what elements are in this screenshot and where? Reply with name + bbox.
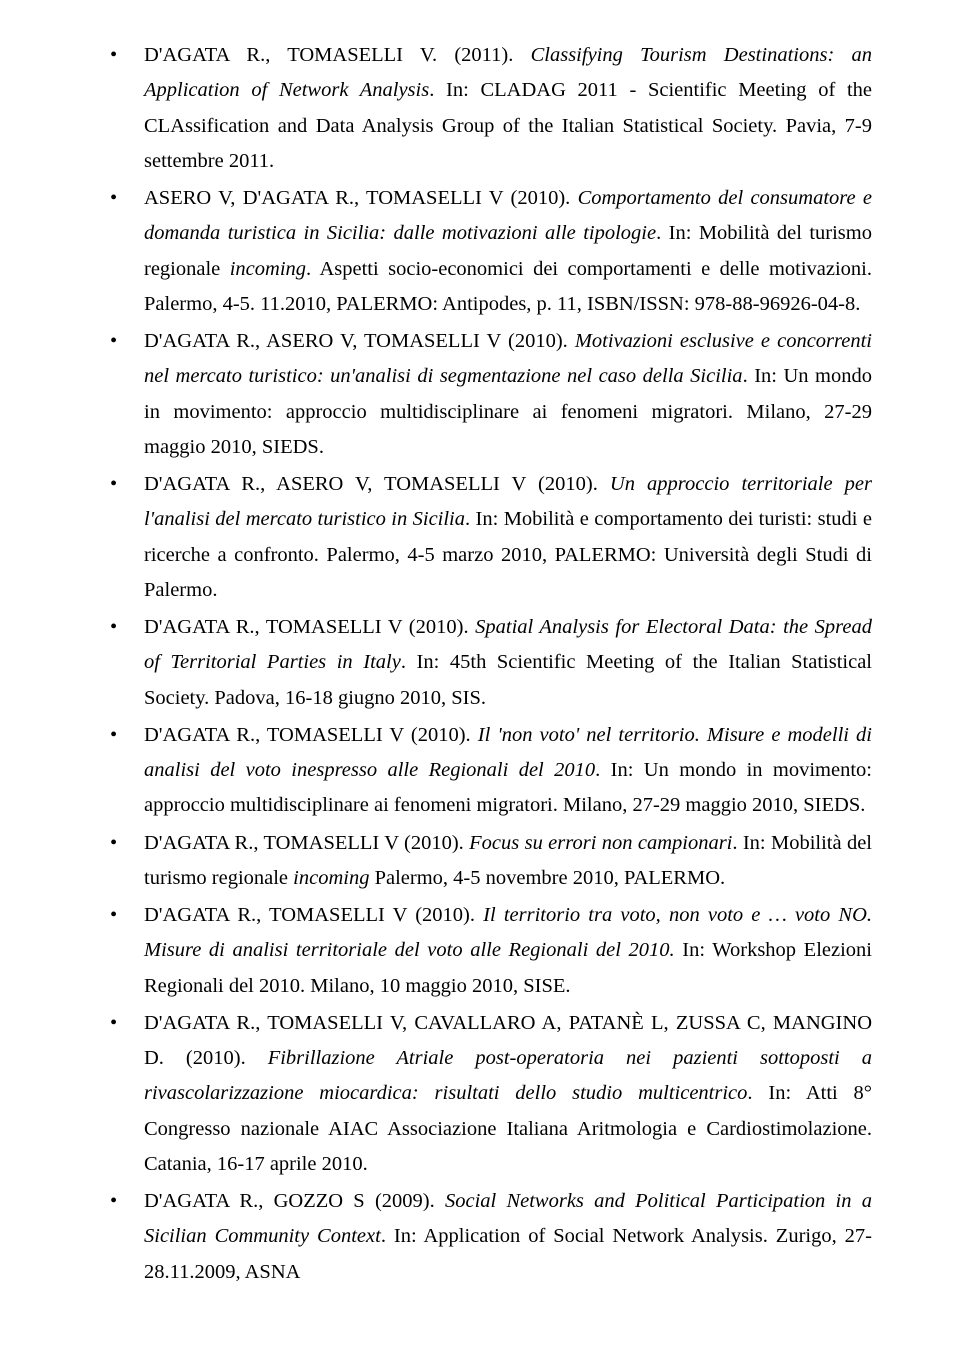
reference-title: incoming [230, 258, 306, 280]
list-item: D'AGATA R., ASERO V, TOMASELLI V (2010).… [110, 324, 872, 465]
list-item: D'AGATA R., TOMASELLI V. (2011). Classif… [110, 38, 872, 179]
reference-text: D'AGATA R., TOMASELLI V (2010). [144, 832, 469, 854]
reference-text: D'AGATA R., ASERO V, TOMASELLI V (2010). [144, 473, 610, 495]
reference-list: D'AGATA R., TOMASELLI V. (2011). Classif… [110, 38, 872, 1290]
reference-text: ASERO V, D'AGATA R., TOMASELLI V (2010). [144, 187, 578, 209]
reference-text: D'AGATA R., TOMASELLI V (2010). [144, 904, 483, 926]
reference-text: D'AGATA R., TOMASELLI V. (2011). [144, 44, 531, 66]
list-item: D'AGATA R., TOMASELLI V (2010). Focus su… [110, 826, 872, 897]
reference-text: D'AGATA R., TOMASELLI V (2010). [144, 616, 475, 638]
reference-title: incoming [293, 867, 369, 889]
document-page: D'AGATA R., TOMASELLI V. (2011). Classif… [0, 0, 960, 1359]
list-item: ASERO V, D'AGATA R., TOMASELLI V (2010).… [110, 181, 872, 322]
reference-text: Palermo, 4-5 novembre 2010, PALERMO. [369, 867, 725, 889]
list-item: D'AGATA R., GOZZO S (2009). Social Netwo… [110, 1184, 872, 1290]
list-item: D'AGATA R., TOMASELLI V, CAVALLARO A, PA… [110, 1006, 872, 1182]
reference-title: Focus su errori non campionari [469, 832, 732, 854]
list-item: D'AGATA R., TOMASELLI V (2010). Il terri… [110, 898, 872, 1004]
reference-text: D'AGATA R., TOMASELLI V (2010). [144, 724, 478, 746]
reference-text: D'AGATA R., GOZZO S (2009). [144, 1190, 445, 1212]
list-item: D'AGATA R., TOMASELLI V (2010). Il 'non … [110, 718, 872, 824]
reference-text: D'AGATA R., ASERO V, TOMASELLI V (2010). [144, 330, 575, 352]
list-item: D'AGATA R., TOMASELLI V (2010). Spatial … [110, 610, 872, 716]
list-item: D'AGATA R., ASERO V, TOMASELLI V (2010).… [110, 467, 872, 608]
